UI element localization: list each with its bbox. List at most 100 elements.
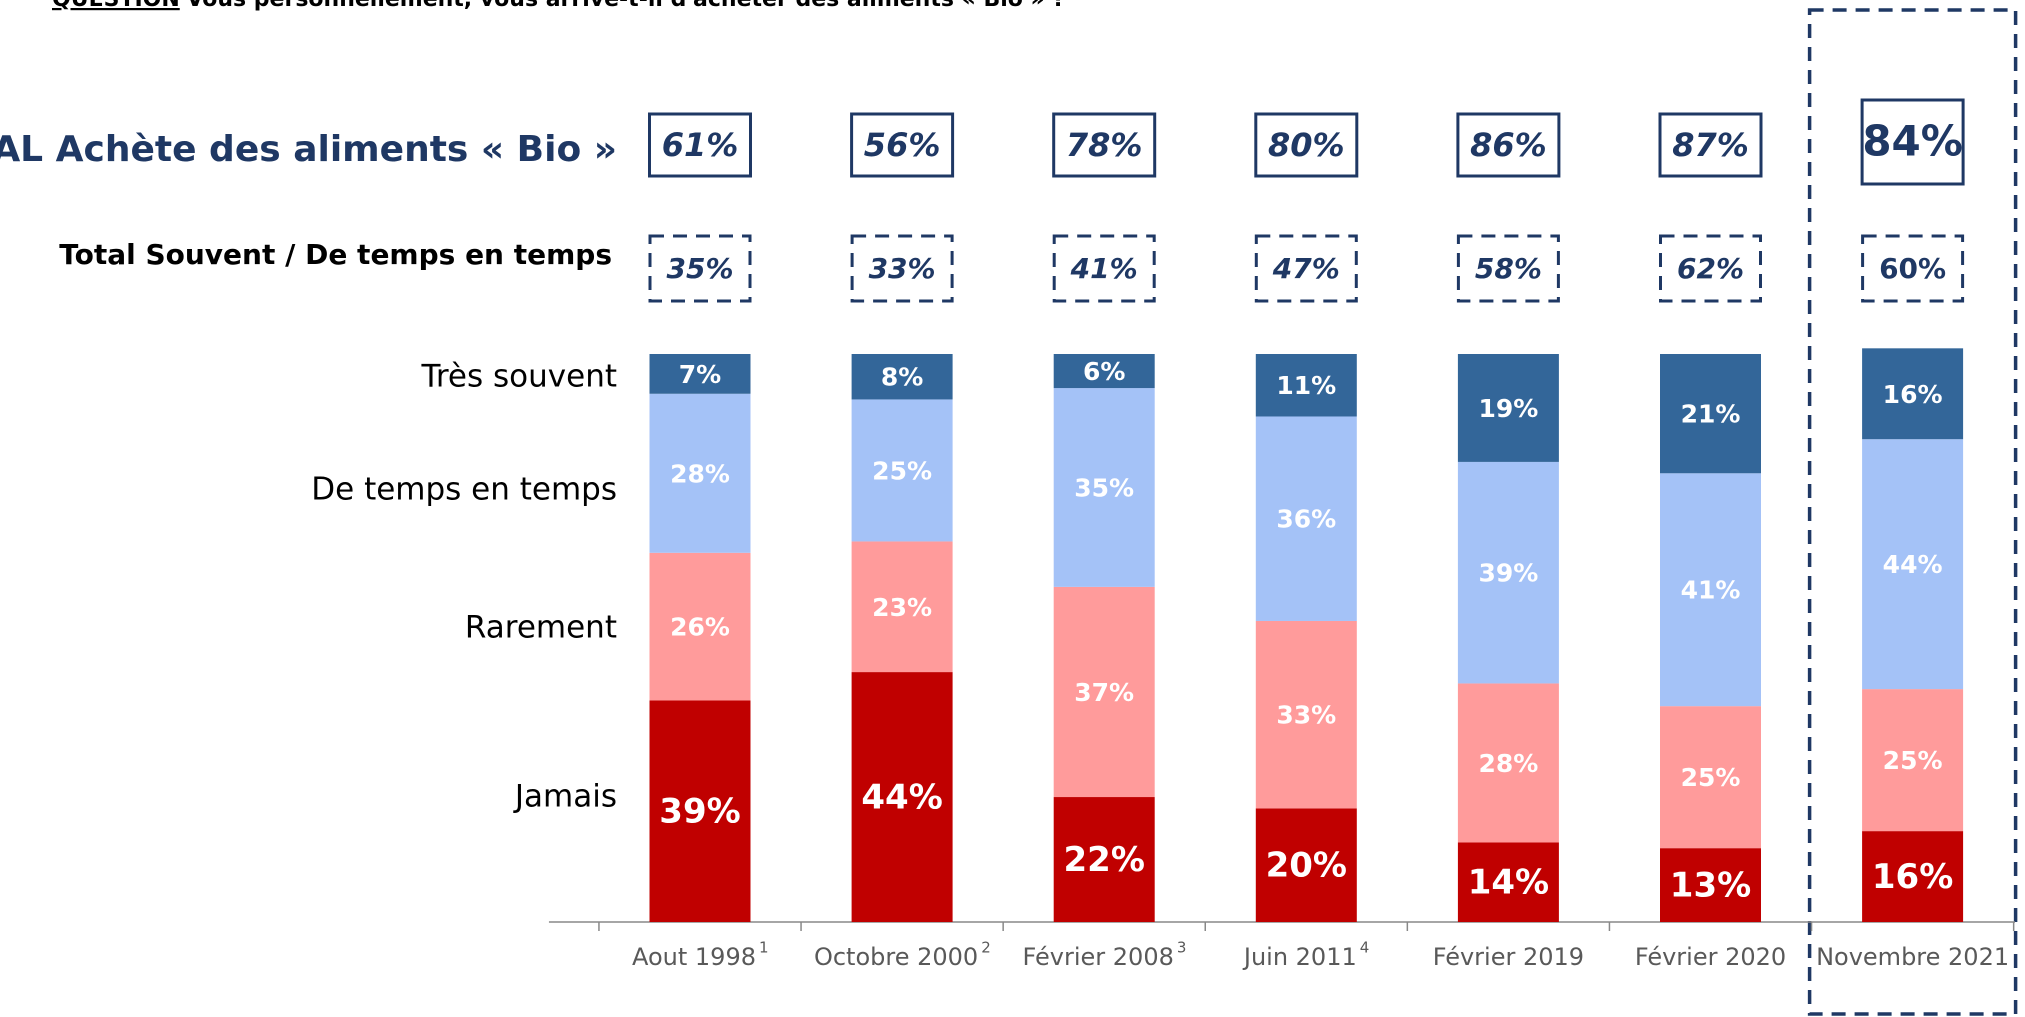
data-label: 13% [1670,866,1751,906]
souvent-label: Total Souvent / De temps en temps [59,238,612,271]
x-tick-note: 3 [1177,939,1187,957]
total-box [648,112,752,178]
highlight-frame [1807,8,2018,1016]
x-tick-label: Février 2019 [1433,943,1584,971]
bar-segment [851,399,953,542]
souvent-box [1456,234,1560,303]
souvent-box [1659,234,1762,303]
bar-segment [1053,797,1155,922]
data-label: 19% [1478,394,1538,423]
data-label: 8% [881,363,923,392]
data-label: 23% [872,593,932,622]
bar-segment [1255,416,1357,621]
data-label: 16% [1883,380,1943,409]
total-value: 80% [1268,126,1345,164]
data-label: 33% [1276,701,1336,730]
x-tick-label: Octobre 2000 [814,943,978,971]
question-label: QUESTION [52,0,180,12]
bar-segment [1053,354,1155,389]
total-value: 84% [1862,117,1963,166]
data-label: 20% [1266,846,1347,886]
souvent-value: 62% [1677,252,1744,285]
bar-segment [649,393,751,553]
souvent-box [648,234,752,303]
data-label: 37% [1074,678,1134,707]
x-tick-note: 2 [981,939,991,957]
data-label: 26% [670,613,730,642]
legend-label: Rarement [465,610,617,646]
data-label: 25% [1681,763,1741,792]
bar-segment [1862,439,1964,690]
total-box [1254,112,1359,178]
bar-segment [1457,354,1559,462]
bar-segment [1255,808,1357,922]
totals-label: TOTAL Achète des aliments « Bio » [0,129,617,170]
bar-segment [1255,620,1357,809]
data-label: 35% [1074,473,1134,502]
x-tick-label: Juin 2011 [1242,943,1357,971]
data-label: 25% [872,456,932,485]
data-label: 21% [1681,400,1741,429]
x-tick-note: 4 [1360,939,1370,957]
data-label: 44% [1883,550,1943,579]
bar-segment [1053,388,1155,587]
bar-segment [1660,848,1761,922]
x-tick-label: Février 2020 [1635,943,1786,971]
bar-segment [1660,706,1761,849]
bar-segment [1862,831,1964,922]
souvent-value: 41% [1070,252,1138,285]
bar-segment [1457,842,1559,922]
x-tick-note: 1 [759,939,769,957]
data-label: 6% [1083,357,1125,386]
data-label: 7% [679,360,721,389]
data-label: 25% [1883,746,1943,775]
x-tick-label: Novembre 2021 [1816,943,2009,971]
data-label: 14% [1468,863,1549,903]
data-label: 22% [1064,840,1145,880]
souvent-box [1254,234,1358,303]
total-box [1658,112,1763,178]
data-label: 11% [1276,371,1336,400]
total-value: 61% [662,126,739,164]
total-value: 87% [1672,126,1749,164]
souvent-box [1052,234,1156,303]
bar-segment [1255,354,1357,417]
question: : Vous personnellement, vous arrive-t-il… [170,0,1065,12]
data-label: 41% [1681,576,1741,605]
bar-segment [851,672,953,922]
souvent-box [1861,234,1965,303]
data-label: 28% [1478,749,1538,778]
bar-segment [1457,461,1559,684]
souvent-value: 47% [1272,252,1340,285]
legend-label: Jamais [513,779,617,815]
data-label: 36% [1276,505,1336,534]
data-label: 39% [659,792,740,832]
souvent-value: 33% [869,252,936,285]
souvent-value: 35% [666,252,733,285]
bar-segment [1660,473,1761,707]
bar-segment [1660,354,1761,474]
data-label: 39% [1478,559,1538,588]
total-value: 56% [864,126,941,164]
souvent-box [850,234,954,303]
bar-segment [851,354,953,400]
souvent-value: 60% [1879,252,1946,285]
bar-segment [649,552,751,701]
total-box [1860,98,1965,186]
total-value: 78% [1066,126,1143,164]
bar-segment [649,700,751,922]
total-box [1456,112,1561,178]
x-tick-label: Aout 1998 [632,943,756,971]
total-box [1052,112,1157,178]
data-label: 44% [861,778,942,818]
legend-label: Très souvent [420,359,617,395]
x-tick-label: Février 2008 [1023,943,1174,971]
bar-segment [851,541,953,673]
total-box [850,112,955,178]
bar-segment [1862,689,1964,832]
bar-segment [1053,586,1155,798]
legend-label: De temps en temps [311,472,617,508]
total-value: 86% [1470,126,1547,164]
bar-segment [1457,683,1559,843]
